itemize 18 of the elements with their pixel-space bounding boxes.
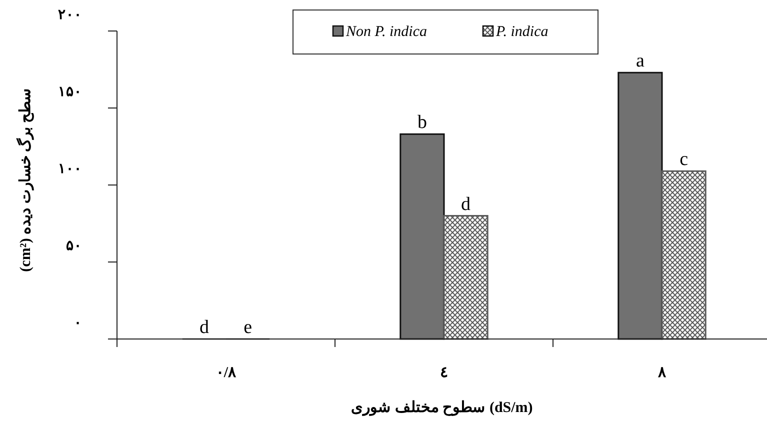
y-tick-label: ۵۰ xyxy=(66,239,82,254)
data-label: b xyxy=(417,112,427,134)
x-axis-title: سطوح مختلف شوری (dS/m) xyxy=(351,400,533,416)
data-label: d xyxy=(199,317,210,338)
legend-label: P. indica xyxy=(495,24,548,40)
x-tick-label: ۸ xyxy=(657,365,667,381)
y-tick-label: ۱۵۰ xyxy=(58,85,82,100)
x-tick-label: ٤ xyxy=(440,365,448,381)
data-label: c xyxy=(680,149,688,170)
data-label: e xyxy=(244,317,252,338)
legend-label: Non P. indica xyxy=(345,24,427,40)
data-label: a xyxy=(636,50,645,72)
y-tick-label: ۱۰۰ xyxy=(58,162,82,178)
y-tick-label: ۰ xyxy=(74,316,82,332)
data-label: d xyxy=(461,194,472,215)
y-tick-label: ۲۰۰ xyxy=(58,8,82,24)
x-tick-label: ۰/۸ xyxy=(216,365,238,381)
y-axis-title: سطح برگ خسارت دیده (cm²) xyxy=(16,88,34,272)
